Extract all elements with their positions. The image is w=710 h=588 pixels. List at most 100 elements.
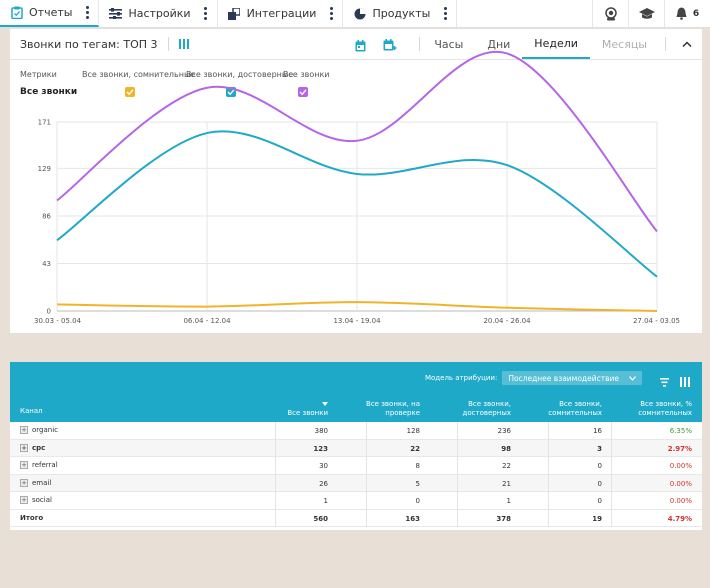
cell-doubt: 0 [597, 462, 602, 470]
calendar-add-icon[interactable] [383, 37, 397, 51]
nav-products-label: Продукты [372, 7, 431, 20]
support-icon[interactable] [592, 0, 628, 27]
checkbox-doubtful[interactable] [125, 87, 135, 97]
col-header-doubtful-pct[interactable]: Все звонки, % сомнительных [602, 400, 692, 418]
chart-title: Звонки по тегам: ТОП 3 [20, 37, 158, 51]
nav-reports-label: Отчеты [29, 6, 73, 19]
column-divider [457, 492, 458, 510]
expand-plus-icon[interactable]: + [20, 478, 28, 487]
period-tools: Часы Дни Недели Месяцы [355, 29, 702, 59]
attribution-label: Модель атрибуции: [424, 374, 498, 382]
education-icon[interactable] [628, 0, 664, 27]
col-header-line: Все звонки, [559, 400, 602, 408]
sort-lines-icon[interactable] [660, 372, 669, 391]
cell-check: 22 [410, 444, 420, 453]
column-divider [611, 474, 612, 492]
checkbox-valid[interactable] [226, 87, 236, 97]
sort-down-icon [248, 400, 328, 409]
top-navigation: Отчеты Настройки Интеграции Продукты 6 [0, 0, 710, 28]
cell-valid: 236 [497, 427, 511, 435]
column-divider [548, 422, 549, 440]
table-row[interactable]: + organic 380 128 236 16 6.35% [10, 422, 702, 440]
nav-reports[interactable]: Отчеты [0, 0, 100, 27]
tab-days[interactable]: Дни [487, 37, 511, 51]
column-divider [611, 439, 612, 457]
cell-pct: 6.35% [669, 427, 692, 435]
calendar-icon[interactable] [355, 37, 369, 52]
table-total-row[interactable]: Итого 560 163 378 19 4.79% [10, 509, 702, 527]
attribution-value: Последнее взаимодействие [508, 373, 619, 383]
table-row[interactable]: + social 1 0 1 0 0.00% [10, 492, 702, 510]
channel-name: organic [32, 426, 59, 434]
cell-all: 560 [313, 514, 328, 523]
nav-settings[interactable]: Настройки [99, 0, 218, 27]
cell-valid: 1 [506, 497, 511, 505]
expand-plus-icon[interactable]: + [20, 496, 28, 504]
more-menu-icon[interactable] [440, 7, 450, 20]
sliders-icon [109, 7, 123, 20]
table-row[interactable]: + email 26 5 21 0 0.00% [10, 474, 702, 492]
col-header-doubtful[interactable]: Все звонки, сомнительных [512, 400, 602, 418]
tab-weeks[interactable]: Недели [522, 29, 590, 59]
cell-doubt: 19 [592, 514, 602, 523]
notifications-button[interactable]: 6 [664, 0, 710, 27]
cell-doubt: 0 [597, 497, 602, 505]
col-header-on-check[interactable]: Все звонки, на проверке [330, 400, 420, 418]
col-header-channel[interactable]: Канал [20, 407, 43, 415]
collapse-chevron-up-icon[interactable] [672, 41, 702, 47]
columns-icon[interactable] [178, 39, 189, 49]
cell-valid: 21 [502, 479, 511, 488]
nav-integrations[interactable]: Интеграции [218, 0, 344, 27]
cell-check: 128 [406, 427, 420, 435]
nav-integrations-label: Интеграции [246, 7, 317, 20]
table-card: Модель атрибуции: Последнее взаимодейств… [10, 362, 702, 530]
more-menu-icon[interactable] [82, 6, 92, 19]
more-menu-icon[interactable] [326, 7, 336, 20]
more-menu-icon[interactable] [201, 7, 211, 20]
col-header-line: Все звонки, на [366, 400, 420, 408]
cell-doubt: 0 [597, 479, 602, 488]
y-tick-label: 129 [38, 165, 51, 173]
column-divider [366, 509, 367, 527]
cell-doubt: 16 [593, 427, 602, 435]
x-tick-label: 20.04 - 26.04 [483, 317, 531, 325]
y-tick-label: 43 [42, 260, 51, 268]
columns-icon[interactable] [680, 372, 690, 391]
cell-pct: 0.00% [669, 462, 692, 470]
channel-name: cpc [32, 443, 46, 452]
cell-all: 1 [323, 497, 328, 505]
cell-check: 163 [405, 514, 420, 523]
checkbox-all[interactable] [298, 87, 308, 97]
column-divider [275, 422, 276, 440]
series-line-0 [56, 301, 658, 312]
pie-icon [353, 7, 366, 20]
col-header-line: проверке [385, 409, 420, 417]
expand-plus-icon[interactable]: + [20, 461, 28, 469]
column-divider [457, 422, 458, 440]
nav-products[interactable]: Продукты [343, 0, 458, 27]
table-row[interactable]: + cpc 123 22 98 3 2.97% [10, 439, 702, 457]
col-header-valid[interactable]: Все звонки, достоверных [421, 400, 511, 418]
col-header-all-calls[interactable]: Все звонки [248, 400, 328, 418]
column-divider [366, 422, 367, 440]
column-divider [611, 492, 612, 510]
tab-hours[interactable]: Часы [434, 37, 464, 51]
divider [167, 37, 169, 51]
x-tick-label: 30.03 - 05.04 [34, 317, 82, 325]
channel-name: email [32, 478, 52, 487]
series-header-valid: Все звонки, достоверные [186, 70, 294, 79]
series-line-1 [56, 130, 658, 278]
cell-valid: 378 [496, 514, 511, 523]
column-divider [457, 509, 458, 527]
expand-plus-icon[interactable]: + [20, 426, 28, 434]
nav-settings-label: Настройки [128, 7, 191, 20]
col-header-line: Все звонки, [468, 400, 511, 408]
expand-plus-icon[interactable]: + [20, 443, 28, 452]
tab-months[interactable]: Месяцы [601, 37, 647, 51]
attribution-select[interactable]: Последнее взаимодействие [502, 371, 642, 385]
cell-all: 26 [319, 479, 328, 488]
column-divider [275, 509, 276, 527]
table-row[interactable]: + referral 30 8 22 0 0.00% [10, 457, 702, 475]
column-divider [611, 422, 612, 440]
col-header-all-calls-label: Все звонки [287, 409, 328, 417]
